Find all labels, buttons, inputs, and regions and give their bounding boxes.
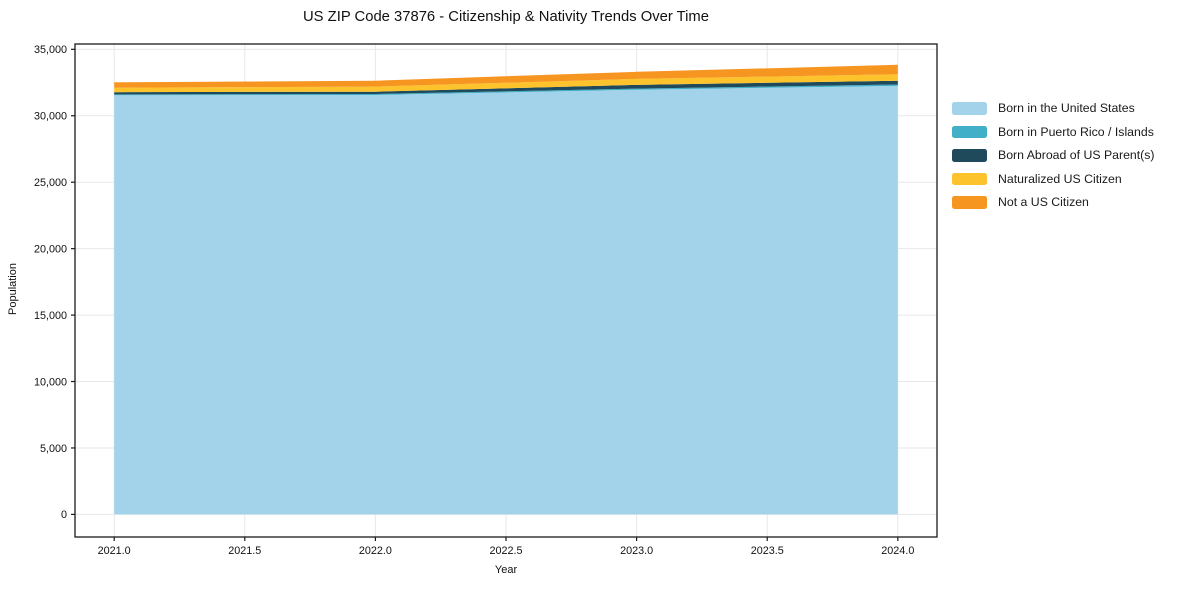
y-tick-label: 35,000 bbox=[34, 44, 67, 56]
y-tick-label: 25,000 bbox=[34, 177, 67, 189]
y-tick-label: 10,000 bbox=[34, 376, 67, 388]
y-axis-label: Population bbox=[7, 263, 19, 315]
x-axis-label: Year bbox=[494, 564, 518, 576]
area-not-a-us-citizen bbox=[114, 64, 898, 88]
legend-label: Not a US Citizen bbox=[998, 195, 1089, 210]
y-tick-label: 30,000 bbox=[34, 111, 67, 123]
x-tick-label: 2022.5 bbox=[489, 545, 522, 557]
y-tick-label: 5,000 bbox=[40, 443, 67, 455]
area-naturalized-us-citizen bbox=[114, 74, 898, 93]
y-tick-label: 0 bbox=[61, 509, 67, 521]
legend-swatch bbox=[952, 125, 987, 138]
legend-swatch bbox=[952, 172, 987, 185]
legend-swatch bbox=[952, 102, 987, 115]
chart-title: US ZIP Code 37876 - Citizenship & Nativi… bbox=[303, 9, 709, 25]
legend-label: Naturalized US Citizen bbox=[998, 171, 1122, 186]
x-tick-label: 2021.5 bbox=[228, 545, 261, 557]
area-born-abroad-of-us-parent-s bbox=[114, 80, 898, 95]
legend: Born in the United States Born in Puerto … bbox=[952, 101, 1155, 210]
y-tick-label: 15,000 bbox=[34, 310, 67, 322]
x-tick-label: 2023.0 bbox=[620, 545, 653, 557]
x-tick-label: 2021.0 bbox=[98, 545, 131, 557]
legend-item: Not a US Citizen bbox=[952, 195, 1155, 210]
legend-swatch bbox=[952, 196, 987, 209]
y-tick-label: 20,000 bbox=[34, 243, 67, 255]
x-tick-label: 2024.0 bbox=[881, 545, 914, 557]
legend-label: Born in Puerto Rico / Islands bbox=[998, 124, 1154, 139]
area-born-in-the-united-states bbox=[114, 85, 898, 515]
legend-item: Naturalized US Citizen bbox=[952, 171, 1155, 186]
x-tick-label: 2022.0 bbox=[359, 545, 392, 557]
legend-label: Born in the United States bbox=[998, 101, 1135, 116]
legend-label: Born Abroad of US Parent(s) bbox=[998, 148, 1155, 163]
legend-item: Born in Puerto Rico / Islands bbox=[952, 124, 1155, 139]
legend-swatch bbox=[952, 149, 987, 162]
x-tick-label: 2023.5 bbox=[751, 545, 784, 557]
legend-item: Born Abroad of US Parent(s) bbox=[952, 148, 1155, 163]
legend-item: Born in the United States bbox=[952, 101, 1155, 116]
